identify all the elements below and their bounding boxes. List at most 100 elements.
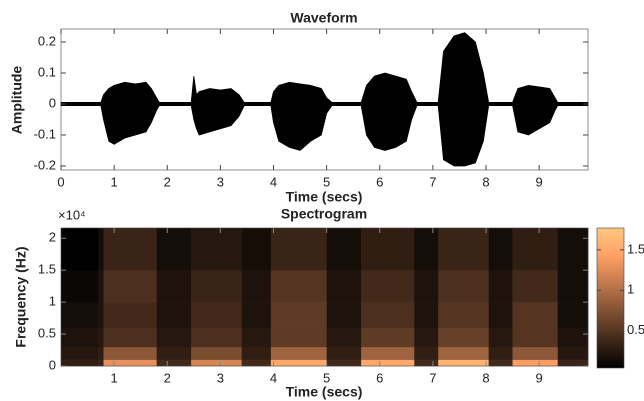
y-axis-label: Frequency (Hz) [13,246,29,347]
y-tick-label: 1.5 [38,262,56,277]
heatmap-cell [191,270,242,303]
heatmap-cell [326,270,362,303]
heatmap-cell [270,359,327,367]
heatmap-cell [61,228,99,271]
heatmap-cell [512,327,559,348]
heatmap-cell [361,302,415,328]
waveform-title: Waveform [290,10,357,26]
heatmap-cell [326,302,362,328]
heatmap-cell [103,359,157,367]
heatmap-cell [103,346,157,360]
heatmap-cell [156,270,192,303]
heatmap-cell [103,327,157,348]
heatmap-cell [488,302,513,328]
heatmap-cell [438,302,489,328]
heatmap-cell [191,327,242,348]
heatmap-cell [361,327,415,348]
heatmap-cell [103,270,157,303]
waveform-envelope [60,32,589,105]
heatmap-cell [557,327,589,348]
heatmap-cell [438,359,489,367]
heatmap-cell [98,346,104,360]
colorbar-tick-label: 0.5 [627,322,644,337]
heatmap-cell [512,359,559,367]
heatmap-cell [438,346,489,360]
heatmap-cell [61,270,99,303]
x-tick-label: 3 [217,370,224,385]
x-tick-label: 5 [323,370,330,385]
x-axis-label: Time (secs) [286,384,363,400]
heatmap-cell [61,327,99,348]
heatmap-cell [61,359,99,367]
heatmap-cell [488,346,513,360]
colorbar [596,227,625,369]
y-tick-label: 0 [49,95,56,110]
x-tick-label: 4 [270,174,277,189]
y-tick-label: -0.2 [34,157,56,172]
y-axis-label: Amplitude [9,66,25,135]
x-tick-label: 2 [164,370,171,385]
x-tick-label: 0 [57,174,64,189]
heatmap-cell [270,228,327,271]
heatmap-cell [557,359,589,367]
x-axis-label: Time (secs) [286,189,363,205]
heatmap-cell [156,228,192,271]
axes-frame [60,28,589,171]
heatmap-cell [488,270,513,303]
heatmap-cell [361,346,415,360]
y-tick-label: 0.2 [38,33,56,48]
heatmap-cell [156,346,192,360]
x-tick-label: 6 [376,370,383,385]
heatmap-cell [326,346,362,360]
heatmap-cell [156,359,192,367]
heatmap-cell [414,327,439,348]
x-tick-label: 7 [429,370,436,385]
waveform-envelope [60,103,589,167]
x-tick-label: 5 [323,174,330,189]
heatmap-cell [414,302,439,328]
heatmap-cell [156,302,192,328]
colorbar-tick-label: 1.5 [627,241,644,256]
axes-frame [60,227,589,367]
heatmap-cell [241,327,272,348]
x-tick-label: 7 [429,174,436,189]
heatmap-cell [98,327,104,348]
heatmap-cell [326,327,362,348]
x-tick-label: 1 [111,370,118,385]
heatmap-cell [241,302,272,328]
y-tick-label: 0 [49,357,56,372]
heatmap-cell [103,228,157,271]
heatmap-cell [326,228,362,271]
heatmap-cell [241,228,272,271]
x-tick-label: 3 [217,174,224,189]
heatmap-cell [438,327,489,348]
heatmap-cell [61,302,99,328]
heatmap-cell [98,228,104,271]
heatmap-cell [488,228,513,271]
heatmap-cell [414,228,439,271]
y-tick-label: 0.1 [38,64,56,79]
heatmap-cell [557,346,589,360]
heatmap-cell [414,270,439,303]
x-tick-label: 2 [164,174,171,189]
x-tick-label: 9 [536,174,543,189]
heatmap-cell [512,302,559,328]
heatmap-cell [557,302,589,328]
y-tick-label: 2 [49,230,56,245]
heatmap-cell [512,346,559,360]
x-tick-label: 6 [376,174,383,189]
heatmap-cell [191,302,242,328]
heatmap-cell [361,228,415,271]
heatmap-cell [488,327,513,348]
heatmap-cell [61,346,99,360]
heatmap-cell [191,228,242,271]
x-tick-label: 1 [111,174,118,189]
heatmap-cell [241,270,272,303]
x-tick-label: 8 [482,370,489,385]
heatmap-cell [414,346,439,360]
heatmap-cell [361,270,415,303]
heatmap-cell [438,270,489,303]
heatmap-cell [98,359,104,367]
heatmap-cell [557,270,589,303]
